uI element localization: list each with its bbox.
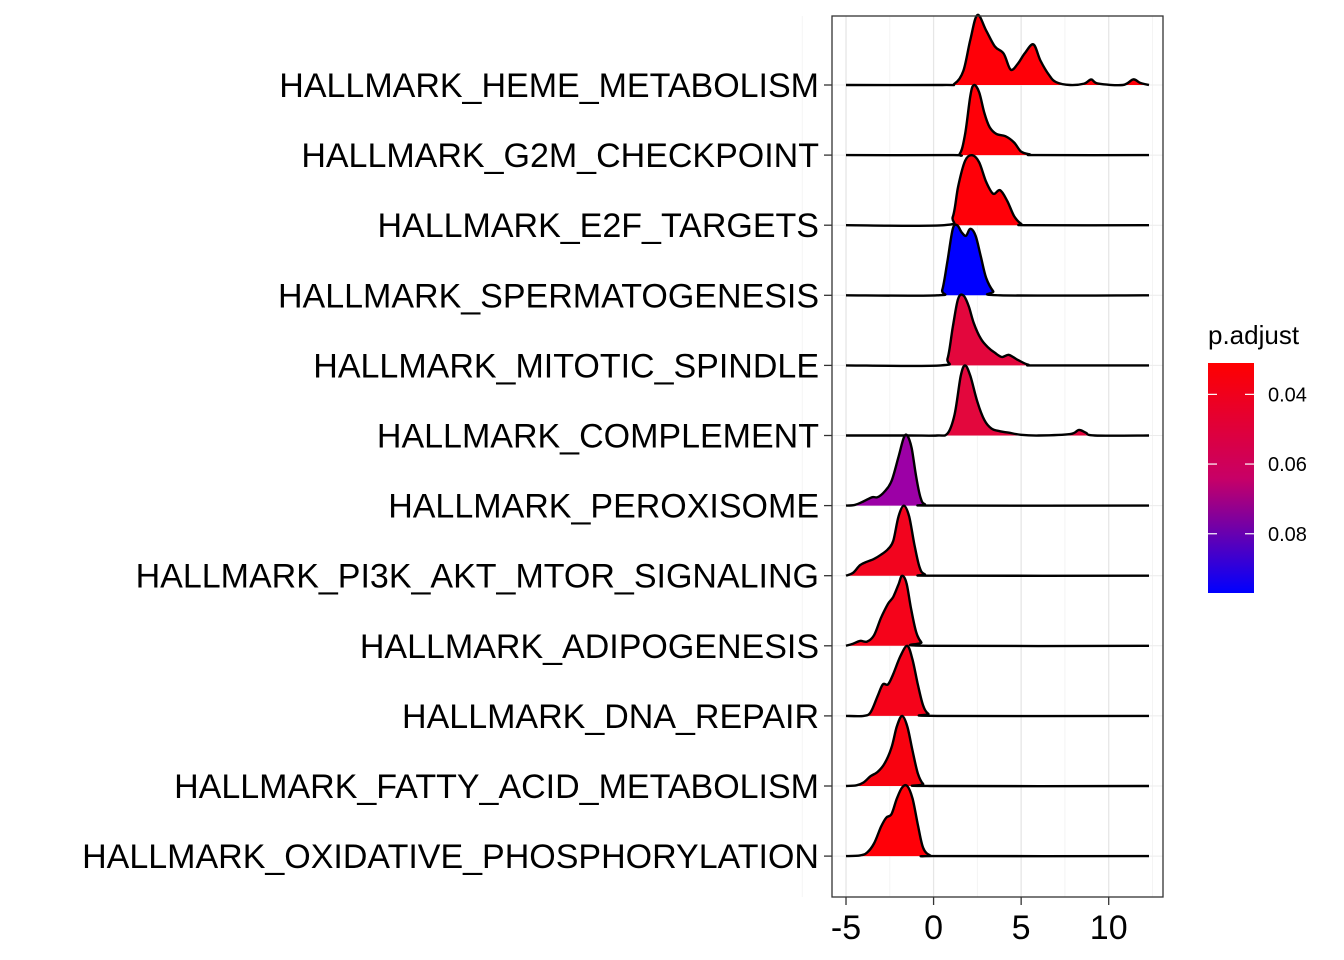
ridge-hallmark-complement — [845, 364, 1150, 437]
y-tick-label: HALLMARK_E2F_TARGETS — [377, 207, 819, 245]
y-tick-label: HALLMARK_HEME_METABOLISM — [279, 67, 819, 105]
ridge-outline — [845, 714, 1150, 788]
y-tick-label: HALLMARK_G2M_CHECKPOINT — [301, 137, 819, 175]
y-tick-label: HALLMARK_PI3K_AKT_MTOR_SIGNALING — [136, 558, 819, 596]
ridge-outline — [845, 293, 1150, 368]
ridge-hallmark-pi3k-akt-mtor-signaling — [845, 504, 1150, 577]
ridge-hallmark-e2f-targets — [845, 153, 1150, 228]
y-tick-label: HALLMARK_SPERMATOGENESIS — [278, 277, 819, 315]
ridge-fill — [846, 785, 1149, 857]
y-tick-label: HALLMARK_OXIDATIVE_PHOSPHORYLATION — [82, 838, 819, 876]
legend-tick-label: 0.06 — [1268, 454, 1307, 476]
legend-ticks: 0.04 0.06 0.08 — [1208, 384, 1307, 546]
ridge-outline — [845, 13, 1150, 87]
ridge-hallmark-fatty-acid-metabolism — [845, 714, 1150, 788]
ridge-hallmark-peroxisome — [845, 433, 1150, 507]
ridge-fill — [846, 575, 1149, 647]
x-tick-label: 0 — [924, 909, 943, 947]
ridge-outline — [845, 504, 1150, 577]
plot-background — [832, 16, 1163, 897]
ridge-hallmark-heme-metabolism — [845, 13, 1150, 87]
ridge-outline — [845, 364, 1150, 437]
y-tick-label: HALLMARK_MITOTIC_SPINDLE — [313, 347, 819, 385]
ridge-hallmark-g2m-checkpoint — [845, 83, 1150, 157]
x-tick-label: 5 — [1012, 909, 1031, 947]
legend-tick-label: 0.08 — [1268, 524, 1307, 546]
ridge-outline — [845, 574, 1150, 648]
ridge-fill — [846, 85, 1149, 156]
ridge-hallmark-mitotic-spindle — [845, 293, 1150, 368]
ridges — [845, 13, 1150, 858]
ridge-outline — [845, 153, 1150, 228]
panel-border — [831, 15, 1164, 898]
x-tick-label: 10 — [1090, 909, 1128, 947]
ridge-outline — [845, 83, 1150, 157]
x-tick-label: -5 — [831, 909, 861, 947]
ridge-hallmark-adipogenesis — [845, 574, 1150, 648]
y-tick-label: HALLMARK_FATTY_ACID_METABOLISM — [174, 768, 819, 806]
legend-colorbar — [1208, 363, 1254, 593]
ridge-hallmark-oxidative-phosphorylation — [845, 783, 1150, 858]
ridge-outline — [845, 433, 1150, 507]
ridge-outline — [845, 644, 1150, 718]
ridge-outline — [845, 223, 1150, 297]
ridge-fill — [846, 155, 1149, 226]
y-tick-label: HALLMARK_ADIPOGENESIS — [360, 628, 819, 666]
x-axis: -5 0 5 10 — [831, 897, 1128, 947]
ridge-outline — [845, 783, 1150, 858]
legend: p.adjust 0.04 0.06 0.08 — [1208, 320, 1307, 593]
legend-tick-label: 0.04 — [1268, 384, 1307, 406]
ridge-fill — [846, 716, 1149, 787]
ridge-fill — [846, 505, 1149, 576]
ridge-hallmark-spermatogenesis — [845, 223, 1150, 297]
y-axis-labels: HALLMARK_HEME_METABOLISM HALLMARK_G2M_CHE… — [82, 67, 832, 876]
y-tick-label: HALLMARK_COMPLEMENT — [377, 418, 819, 456]
y-tick-label: HALLMARK_DNA_REPAIR — [402, 698, 819, 736]
y-tick-label: HALLMARK_PEROXISOME — [388, 488, 819, 526]
ridge-hallmark-dna-repair — [845, 644, 1150, 718]
ridge-fill — [846, 645, 1149, 717]
legend-title: p.adjust — [1208, 320, 1300, 350]
